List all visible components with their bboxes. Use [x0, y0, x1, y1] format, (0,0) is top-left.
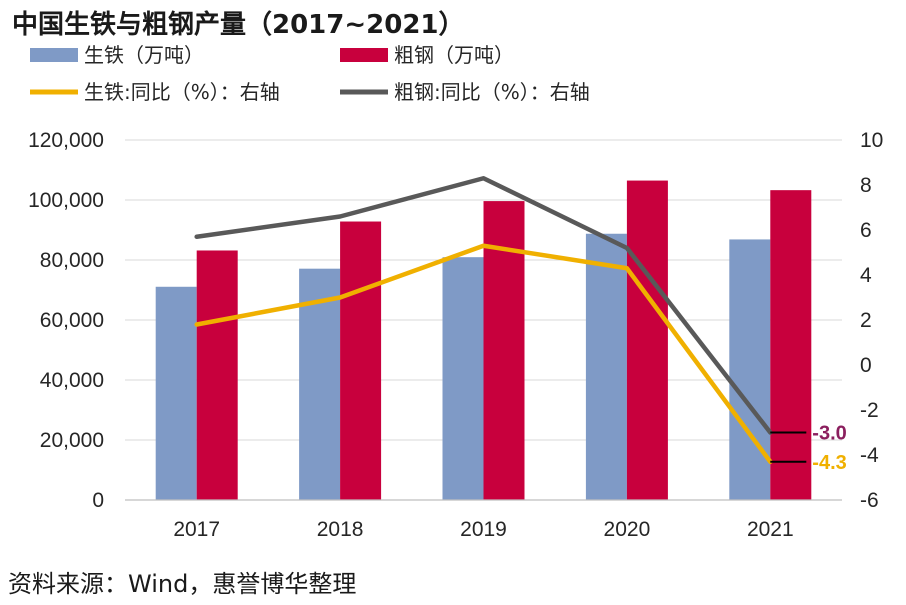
bar: [155, 286, 197, 500]
y-left-tick-label: 100,000: [28, 189, 104, 212]
bar: [729, 239, 771, 500]
y-right-tick-label: -4: [860, 444, 879, 467]
data-label: -4.3: [812, 452, 846, 474]
x-tick-label: 2021: [747, 518, 794, 541]
legend-label: 粗钢:同比（%）：右轴: [394, 80, 590, 104]
y-right-tick-label: -2: [860, 399, 879, 422]
series-line: [194, 243, 773, 464]
axes: 0 20,000 40,000 60,000 80,000 100,000 120,000 -…: [28, 129, 883, 541]
y-right-tick-label: 0: [860, 354, 872, 377]
series-line: [194, 176, 773, 435]
data-label: -3.0: [812, 423, 846, 445]
legend-swatch: [30, 48, 78, 62]
bar: [196, 250, 238, 500]
x-tick-label: 2019: [460, 518, 507, 541]
annotations: -3.0 -4.3: [770, 423, 847, 474]
bar: [299, 268, 341, 500]
bar: [770, 190, 812, 500]
legend-swatch: [340, 48, 388, 62]
series-lines: [194, 176, 773, 464]
y-left-tick-label: 40,000: [40, 369, 104, 392]
legend-label: 粗钢（万吨）: [394, 43, 514, 67]
y-left-tick-label: 60,000: [40, 309, 104, 332]
y-right-tick-label: -6: [860, 489, 879, 512]
y-right-tick-label: 2: [860, 309, 872, 332]
y-right-tick-label: 4: [860, 264, 872, 287]
bar: [340, 221, 382, 500]
bar: [442, 257, 484, 500]
x-tick-label: 2018: [317, 518, 364, 541]
x-tick-label: 2020: [604, 518, 651, 541]
y-left-tick-label: 120,000: [28, 129, 104, 152]
legend: 生铁（万吨） 粗钢（万吨） 生铁:同比（%）：右轴 粗钢:同比（%）：右轴: [30, 43, 590, 104]
legend-label: 生铁（万吨）: [84, 43, 204, 67]
y-left-tick-label: 20,000: [40, 429, 104, 452]
source-note: 资料来源：Wind，惠誉博华整理: [8, 570, 356, 598]
x-tick-label: 2017: [173, 518, 220, 541]
y-right-tick-label: 6: [860, 219, 872, 242]
y-right-tick-label: 10: [860, 129, 883, 152]
y-left-tick-label: 80,000: [40, 249, 104, 272]
y-right-tick-label: 8: [860, 174, 872, 197]
bar: [626, 180, 668, 500]
bar: [585, 233, 627, 500]
y-left-tick-label: 0: [92, 489, 104, 512]
chart-title: 中国生铁与粗钢产量（2017~2021）: [12, 9, 465, 40]
legend-label: 生铁:同比（%）：右轴: [84, 80, 280, 104]
bars: [155, 180, 812, 500]
